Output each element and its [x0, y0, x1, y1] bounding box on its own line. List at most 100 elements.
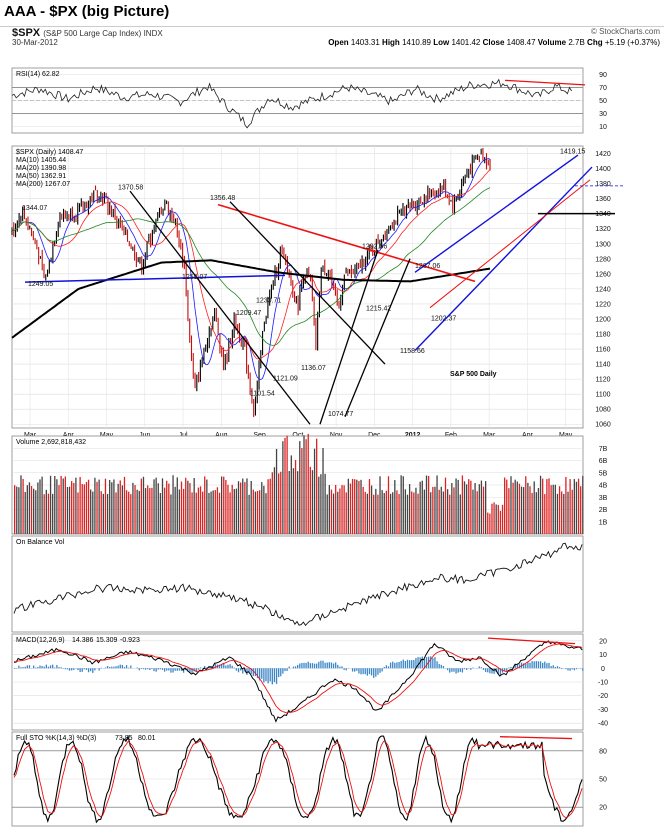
macd-hist-bar: [451, 668, 453, 672]
volume-bar: [132, 482, 134, 534]
volume-bar: [349, 483, 352, 534]
macd-hist-bar: [360, 668, 362, 675]
macd-hist-bar: [246, 668, 248, 675]
volume-bar: [326, 494, 328, 534]
volume-bar: [111, 482, 113, 534]
macd-ytick: 20: [599, 638, 607, 645]
macd-legend-label: MACD(12,26,9): [16, 637, 65, 644]
volume-bar: [343, 485, 345, 534]
volume-bar: [263, 485, 265, 534]
macd-hist-bar: [354, 668, 356, 672]
price-annotation: 1101.54: [250, 391, 275, 398]
sto-d-line: [13, 740, 583, 818]
volume-bar: [389, 493, 392, 534]
volume-ytick: 3B: [599, 495, 608, 502]
volume-bar: [523, 487, 525, 534]
macd-hist-bar: [229, 664, 231, 669]
volume-bar: [573, 479, 575, 534]
macd-hist-bar: [518, 664, 521, 669]
price-annotation: 1370.58: [118, 185, 143, 192]
macd-hist-bar: [275, 668, 278, 684]
price-xtick: Jun: [139, 432, 150, 439]
macd-hist-bar: [320, 660, 322, 669]
volume-bar: [356, 479, 358, 534]
macd-hist-bar: [529, 662, 531, 669]
volume-ytick: 7B: [599, 446, 608, 453]
volume-bar: [332, 493, 335, 534]
macd-hist-bar: [45, 664, 47, 669]
volume-bar: [66, 487, 69, 534]
macd-hist-bar: [212, 666, 214, 669]
volume-bar: [92, 491, 94, 534]
volume-bar: [417, 493, 419, 534]
macd-hist-bar: [140, 668, 143, 669]
macd-hist-bar: [417, 657, 419, 669]
macd-hist-bar: [49, 665, 52, 669]
price-ytick: 1080: [595, 407, 611, 414]
macd-hist-bar: [565, 668, 567, 670]
volume-bar: [81, 484, 83, 534]
macd-hist-bar: [159, 668, 162, 670]
volume-bar: [330, 489, 333, 534]
macd-hist-bar: [288, 666, 290, 669]
symbol: $SPX: [12, 27, 41, 39]
macd-hist-bar: [404, 661, 407, 669]
macd-hist-bar: [430, 656, 432, 669]
volume-bar: [493, 502, 495, 534]
volume-bar: [54, 476, 56, 534]
price-legend-0: MA(10) 1405.44: [16, 157, 66, 164]
price-annotation: 1292.66: [362, 243, 387, 250]
volume-bar: [189, 483, 191, 534]
macd-hist-bar: [142, 668, 145, 670]
macd-hist-bar: [284, 668, 286, 672]
volume-ytick: 2B: [599, 507, 608, 514]
volume-bar: [39, 479, 41, 534]
volume-bar: [383, 493, 385, 534]
price-annotation: 1158.66: [400, 348, 425, 355]
volume-bar: [575, 481, 578, 534]
macd-hist-bar: [220, 664, 223, 669]
volume-bar: [282, 441, 284, 534]
macd-hist-bar: [87, 668, 90, 673]
volume-bar: [121, 485, 124, 534]
volume-bar: [113, 479, 115, 534]
price-annotation: 1209.47: [236, 310, 261, 317]
macd-hist-bar: [43, 666, 45, 669]
macd-hist-bar: [463, 668, 466, 670]
sto-divergence-line: [499, 736, 573, 740]
macd-hist-bar: [163, 668, 166, 672]
price-annotation: 1344.07: [22, 205, 47, 212]
volume-bar: [252, 489, 254, 534]
volume-bar: [465, 484, 468, 534]
volume-bar: [64, 476, 66, 534]
volume-bar: [52, 493, 54, 534]
volume-bar: [102, 493, 105, 534]
macd-hist-bar: [316, 663, 318, 669]
macd-hist-bar: [461, 668, 464, 673]
macd-hist-bar: [368, 668, 371, 675]
macd-hist-bar: [305, 662, 307, 669]
volume-bar: [472, 489, 474, 534]
macd-hist-bar: [567, 668, 569, 671]
macd-hist-bar: [252, 668, 254, 676]
volume-bar: [267, 479, 269, 534]
volume-bar: [565, 476, 567, 534]
volume-bar: [335, 484, 337, 534]
volume-bar: [375, 488, 377, 534]
volume-bar: [514, 479, 516, 534]
macd-hist-bar: [455, 668, 457, 674]
macd-hist-bar: [459, 668, 461, 672]
volume-bar: [191, 492, 193, 534]
volume-bar: [297, 471, 299, 534]
volume-bar: [130, 494, 132, 534]
volume-bar: [163, 487, 166, 534]
macd-hist-bar: [377, 668, 379, 675]
symbol-label: $SPX (S&P 500 Large Cap Index) INDX: [12, 27, 163, 39]
high-label: High: [382, 38, 400, 47]
macd-hist-bar: [303, 662, 305, 669]
volume-bar: [41, 476, 43, 534]
volume-bar: [176, 477, 178, 534]
price-annotation: 1136.07: [301, 365, 326, 372]
volume-bar: [157, 483, 159, 534]
